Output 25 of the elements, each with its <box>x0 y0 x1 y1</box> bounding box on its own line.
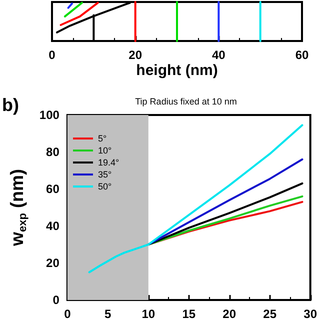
chart-title: Tip Radius fixed at 10 nm <box>135 96 237 106</box>
x-tick-label: 0 <box>64 307 72 320</box>
x-tick-label: 60 <box>295 48 309 62</box>
x-tick-label: 20 <box>128 48 142 62</box>
legend-label: 50° <box>98 182 112 192</box>
x-tick-label: 20 <box>222 307 236 320</box>
x-tick-label: 25 <box>263 307 277 320</box>
y-tick-label: 0 <box>52 293 60 307</box>
y-tick-label: 100 <box>39 108 60 122</box>
x-axis-title: height (nm) <box>136 62 218 79</box>
y-tick-label: 80 <box>46 145 60 159</box>
y-tick-label: 60 <box>46 182 60 196</box>
x-tick-label: 30 <box>304 307 318 320</box>
legend-label: 5° <box>98 134 108 144</box>
x-tick-label: 5 <box>104 307 112 320</box>
y-axis-title: wexp (nm) <box>7 169 29 247</box>
legend-label: 19.4° <box>98 158 120 168</box>
x-tick-label: 40 <box>212 48 226 62</box>
x-tick-label: 10 <box>142 307 156 320</box>
text: b) <box>2 95 19 115</box>
legend-label: 35° <box>98 170 112 180</box>
y-tick-label: 20 <box>46 256 60 270</box>
legend-label: 10° <box>98 146 112 156</box>
y-tick-label: 40 <box>46 219 60 233</box>
x-tick-label: 15 <box>182 307 196 320</box>
